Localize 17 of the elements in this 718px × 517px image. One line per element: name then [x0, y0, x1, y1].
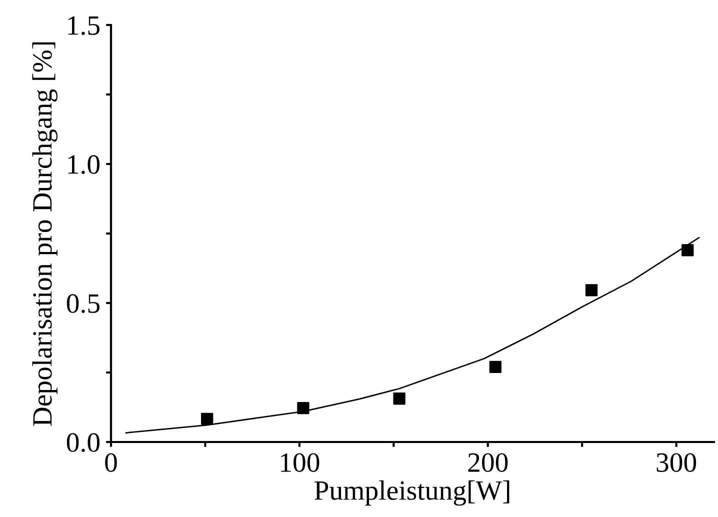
x-tick-label: 100: [281, 453, 320, 472]
point: [201, 412, 214, 425]
x-tick-label: 0: [105, 453, 117, 472]
point: [297, 402, 310, 414]
x-axis-title: Pumpleistung[W]: [314, 480, 510, 506]
y-tick-label: 1.0: [68, 155, 100, 174]
line-series: [125, 236, 700, 434]
point: [489, 360, 502, 374]
x-tick-label: 300: [656, 453, 696, 472]
y-tick-label: 0.0: [66, 433, 100, 452]
x-tick-label: 200: [468, 453, 508, 472]
y-tick-label: 0.5: [66, 294, 100, 314]
point: [393, 392, 406, 405]
point: [585, 284, 598, 296]
y-axis-title: Depolarisation pro Durchgang [%]: [32, 42, 58, 426]
point: [682, 244, 694, 256]
y-tick-label: 1.5: [68, 16, 100, 36]
